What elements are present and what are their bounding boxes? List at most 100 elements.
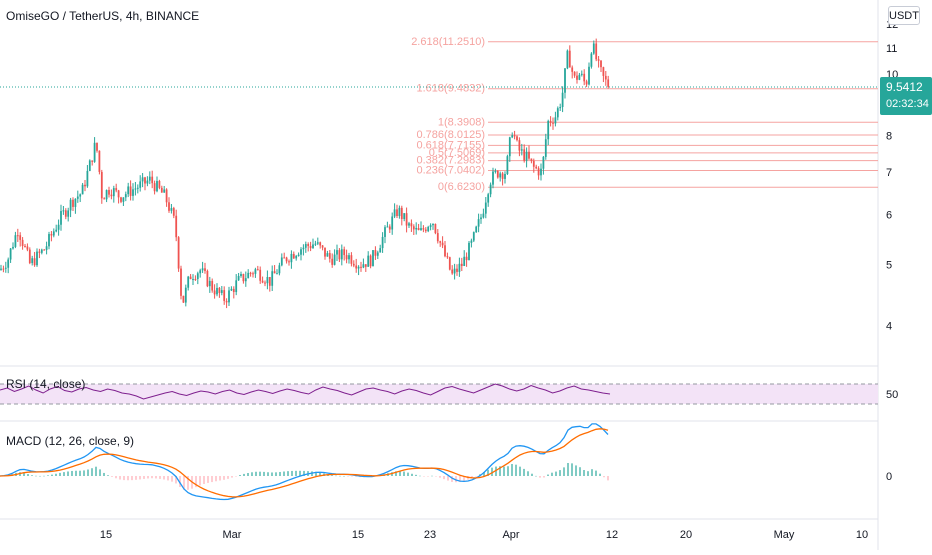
macd-histogram-bar — [303, 470, 305, 476]
candle-body — [276, 273, 278, 275]
candle-body — [290, 253, 293, 263]
candle-body — [170, 208, 173, 211]
candle-body — [566, 50, 569, 69]
macd-histogram-bar — [575, 465, 577, 476]
time-tick-label: 15 — [100, 529, 112, 541]
candle-body — [21, 239, 24, 246]
candle-body — [48, 234, 50, 247]
fib-level-label: 0.618(7.7155) — [417, 139, 486, 151]
candle-body — [597, 59, 600, 61]
macd-histogram-bar — [27, 474, 29, 476]
macd-histogram-bar — [503, 466, 505, 476]
candle-body — [172, 208, 175, 216]
macd-histogram-bar — [215, 476, 217, 482]
candle-body — [410, 223, 413, 227]
candle-body — [463, 256, 466, 267]
macd-histogram-bar — [403, 471, 405, 476]
candle-body — [302, 247, 305, 250]
candle-body — [194, 279, 197, 281]
candle-body — [108, 190, 110, 195]
time-tick-label: Apr — [502, 529, 519, 541]
candle-body — [357, 266, 360, 269]
candle-body — [451, 269, 454, 274]
price-tick-label: 11 — [886, 43, 897, 55]
macd-histogram-bar — [239, 474, 241, 476]
fib-level-label: 2.618(11.2510) — [411, 36, 485, 48]
candle-body — [448, 257, 451, 270]
candle-body — [436, 233, 439, 242]
candle-body — [520, 149, 523, 151]
macd-histogram-bar — [227, 476, 229, 479]
macd-histogram-bar — [355, 476, 357, 477]
macd-histogram-bar — [595, 470, 597, 476]
candle-body — [482, 213, 485, 218]
candle-body — [571, 67, 574, 72]
fib-level-label: 1(8.3908) — [438, 116, 485, 128]
macd-tick-label: 0 — [886, 471, 892, 483]
macd-histogram-bar — [39, 475, 41, 477]
fib-level-label: 1.618(9.4832) — [417, 83, 486, 95]
candle-body — [489, 184, 492, 195]
candle-body — [585, 81, 588, 85]
symbol-title: OmiseGO / TetherUS, 4h, BINANCE — [6, 9, 200, 23]
macd-histogram-bar — [199, 476, 201, 486]
candle-body — [376, 252, 379, 256]
macd-histogram-bar — [411, 473, 413, 476]
candle-body — [458, 263, 461, 272]
candle-body — [288, 261, 290, 263]
candle-body — [336, 250, 338, 255]
macd-histogram-bar — [519, 466, 521, 476]
macd-histogram-bar — [599, 473, 601, 476]
rsi-tick-label: 50 — [886, 389, 898, 401]
candle-body — [470, 240, 473, 243]
macd-histogram-bar — [487, 469, 489, 476]
candle-body — [249, 272, 252, 274]
macd-histogram-bar — [319, 472, 321, 476]
candle-body — [393, 209, 396, 217]
macd-histogram-bar — [223, 476, 225, 480]
candle-body — [405, 213, 408, 226]
candle-body — [343, 249, 346, 256]
macd-histogram-bar — [63, 472, 65, 476]
candle-body — [338, 250, 341, 260]
price-tick-label: 4 — [886, 321, 892, 333]
candle-body — [100, 171, 103, 199]
candle-body — [180, 268, 182, 296]
candle-body — [283, 257, 286, 259]
candle-body — [278, 265, 281, 274]
macd-histogram-bar — [235, 476, 237, 477]
candle-body — [518, 140, 521, 151]
candle-body — [199, 270, 202, 274]
candle-body — [225, 300, 228, 303]
candle-body — [31, 258, 34, 264]
candle-body — [88, 160, 91, 171]
candle-body — [240, 274, 242, 276]
macd-histogram-bar — [419, 475, 421, 477]
macd-histogram-bar — [427, 476, 429, 477]
macd-histogram-bar — [35, 475, 37, 477]
currency-button[interactable]: USDT — [888, 6, 920, 25]
macd-histogram-bar — [95, 466, 97, 476]
candle-body — [331, 258, 334, 265]
candle-body — [81, 184, 84, 195]
candle-body — [324, 247, 326, 257]
macd-histogram-bar — [231, 476, 233, 478]
candle-body — [232, 288, 235, 293]
candle-body — [62, 210, 65, 212]
candle-body — [396, 209, 398, 217]
candle-body — [244, 278, 247, 282]
macd-histogram-bar — [583, 470, 585, 476]
candle-body — [506, 156, 509, 175]
candle-body — [129, 186, 132, 196]
candle-body — [12, 246, 14, 249]
macd-histogram-bar — [471, 476, 473, 479]
candle-body — [268, 276, 271, 286]
time-tick-label: 23 — [424, 529, 436, 541]
macd-histogram-bar — [431, 475, 433, 477]
candle-body — [216, 287, 218, 295]
candle-body — [600, 60, 602, 68]
macd-histogram-bar — [299, 470, 301, 476]
macd-histogram-bar — [211, 476, 213, 483]
candle-body — [84, 184, 86, 187]
